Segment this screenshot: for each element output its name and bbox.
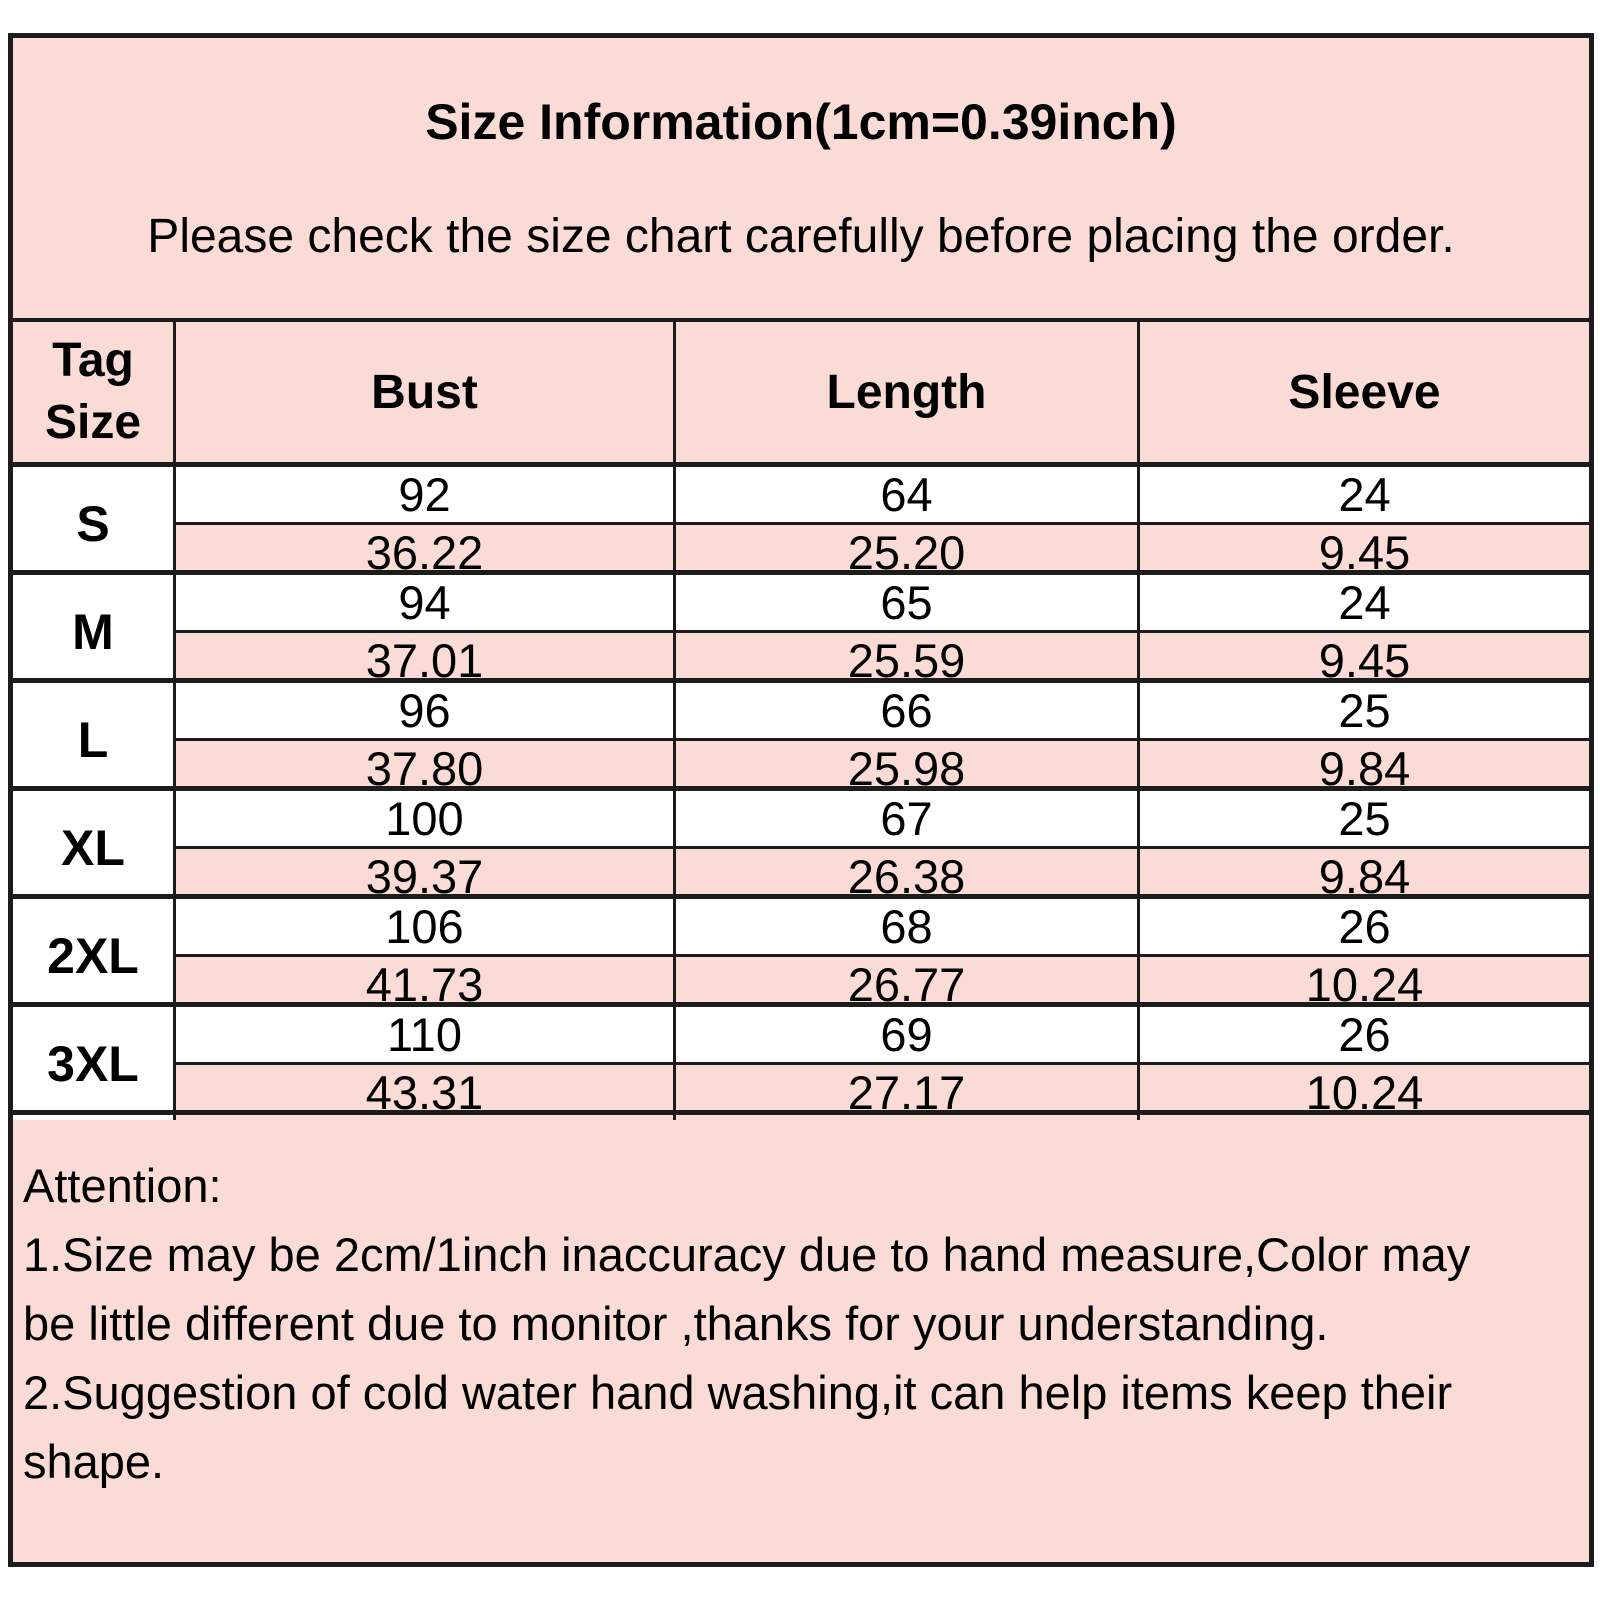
size-label: M — [13, 575, 176, 688]
sleeve-cm: 25 — [1140, 683, 1589, 738]
sleeve-cm: 26 — [1140, 899, 1589, 954]
table-row-m: M 94 65 24 37.01 25.59 9.45 — [13, 570, 1589, 688]
bust-cm: 92 — [176, 467, 676, 522]
tag-header-line2: Size — [44, 396, 142, 449]
table-row-s: S 92 64 24 36.22 25.20 9.45 — [13, 462, 1589, 580]
size-label: S — [13, 467, 176, 580]
size-label: 2XL — [13, 899, 176, 1012]
table-row-3xl: 3XL 110 69 26 43.31 27.17 10.24 — [13, 1002, 1589, 1120]
tag-header-line1: Tag — [52, 334, 134, 387]
length-cm: 67 — [676, 791, 1140, 846]
size-label: 3XL — [13, 1007, 176, 1120]
length-cm: 64 — [676, 467, 1140, 522]
subtitle-note: Please check the size chart carefully be… — [147, 209, 1455, 263]
page-title: Size Information(1cm=0.39inch) — [425, 93, 1177, 150]
table-row-2xl: 2XL 106 68 26 41.73 26.77 10.24 — [13, 894, 1589, 1012]
column-header-length: Length — [676, 322, 1140, 462]
sleeve-cm: 24 — [1140, 575, 1589, 630]
attention-note-1: 1.Size may be 2cm/1inch inaccuracy due t… — [23, 1228, 1471, 1350]
table-row-xl: XL 100 67 25 39.37 26.38 9.84 — [13, 786, 1589, 904]
sleeve-cm: 25 — [1140, 791, 1589, 846]
sleeve-cm: 24 — [1140, 467, 1589, 522]
bust-cm: 94 — [176, 575, 676, 630]
attention-heading: Attention: — [23, 1159, 222, 1212]
length-cm: 68 — [676, 899, 1140, 954]
column-header-bust: Bust — [176, 322, 676, 462]
column-header-sleeve: Sleeve — [1288, 365, 1441, 419]
length-cm: 66 — [676, 683, 1140, 738]
bust-cm: 100 — [176, 791, 676, 846]
bust-cm: 110 — [176, 1007, 676, 1062]
size-label: XL — [13, 791, 176, 904]
size-label: L — [13, 683, 176, 796]
length-cm: 69 — [676, 1007, 1140, 1062]
length-cm: 65 — [676, 575, 1140, 630]
attention-note-2: 2.Suggestion of cold water hand washing,… — [23, 1366, 1453, 1488]
bust-cm: 106 — [176, 899, 676, 954]
header-band: Size Information(1cm=0.39inch) Please ch… — [13, 38, 1589, 318]
table-header-row: Tag Size Bust Length Sleeve — [13, 318, 1589, 462]
column-header-tag-size: Tag Size — [13, 322, 176, 462]
table-row-l: L 96 66 25 37.80 25.98 9.84 — [13, 678, 1589, 796]
sleeve-cm: 26 — [1140, 1007, 1589, 1062]
bust-cm: 96 — [176, 683, 676, 738]
attention-section: Attention: 1.Size may be 2cm/1inch inacc… — [13, 1110, 1589, 1562]
size-chart-sheet: Size Information(1cm=0.39inch) Please ch… — [8, 33, 1594, 1567]
